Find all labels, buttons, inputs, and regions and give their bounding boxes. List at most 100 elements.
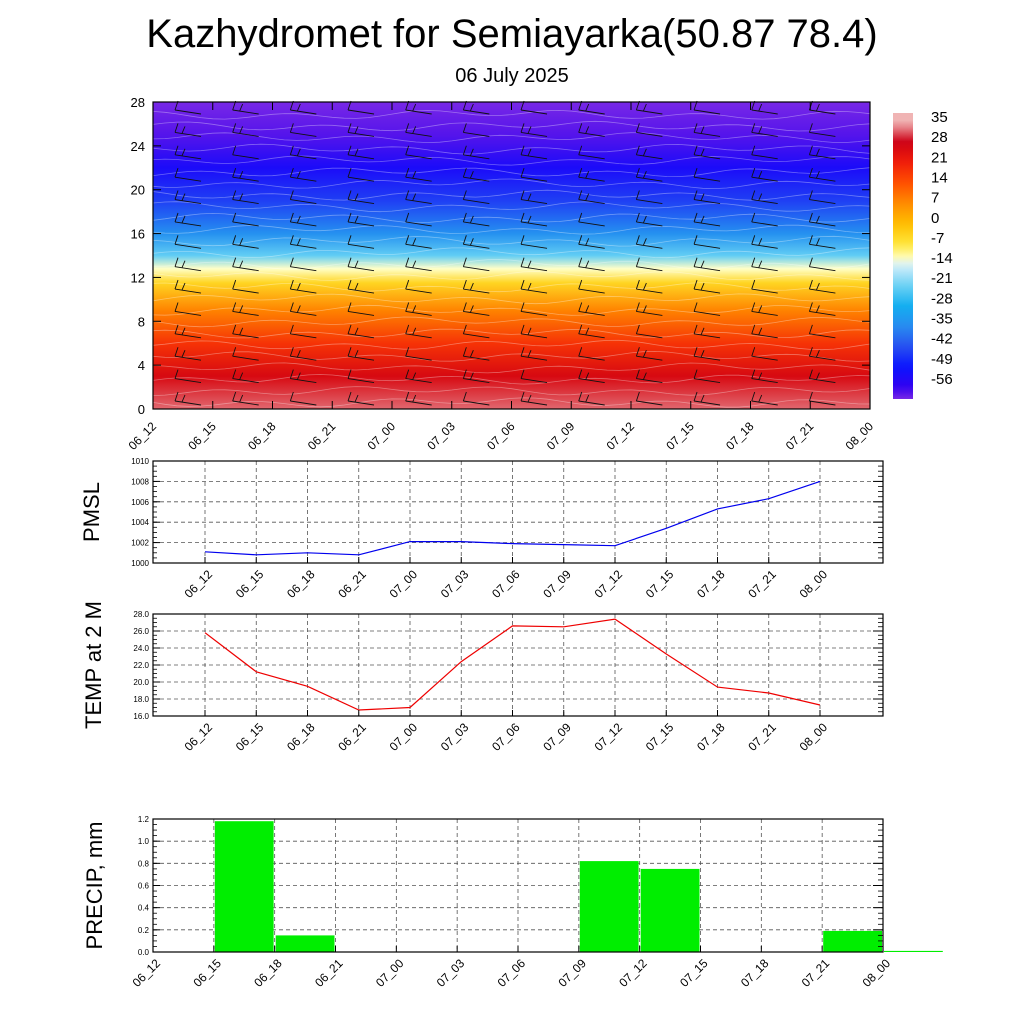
grid [153, 613, 883, 717]
wind-barb [405, 324, 432, 339]
wind-barb [289, 190, 317, 204]
wind-barb [578, 212, 605, 227]
wind-barb [693, 369, 721, 384]
contour-line [152, 259, 871, 270]
wind-barb [232, 302, 259, 316]
wind-barb [693, 302, 721, 316]
wind-barb [693, 257, 721, 272]
contour-line [152, 189, 871, 201]
series-line [204, 618, 821, 711]
wind-barb [347, 369, 375, 384]
contour-line [152, 304, 871, 316]
wind-barb [347, 302, 375, 316]
wind-barb [347, 212, 375, 227]
y-tick-label: 28.0 [133, 610, 149, 619]
y-tick-label: 20.0 [133, 678, 149, 687]
x-tick-label: 06_12 [130, 956, 164, 990]
x-tick-label: 07_12 [616, 956, 650, 990]
wind-barb [462, 190, 490, 204]
wind-barb [635, 302, 663, 316]
y-tick-label: 0.6 [138, 882, 150, 891]
x-tick-label: 07_03 [438, 720, 472, 754]
y-tick-label: 26.0 [133, 627, 149, 636]
y-tick-label: 1000 [131, 559, 149, 568]
y-tick-label: 28 [131, 95, 145, 110]
wind-barb [289, 369, 317, 384]
wind-barb [693, 190, 721, 204]
x-tick-label: 06_18 [284, 567, 318, 601]
wind-barb [405, 190, 432, 204]
cross-section-y-axis: 0 4 8 12 16 20 24 28 [131, 95, 870, 417]
wind-barb [347, 391, 375, 406]
wind-barb [520, 190, 548, 204]
wind-barb [635, 123, 663, 137]
wind-barb [520, 369, 548, 384]
precip-bar [275, 935, 335, 952]
wind-barb [232, 279, 259, 294]
x-tick-label: 07_12 [604, 419, 638, 453]
wind-barb [232, 347, 259, 361]
wind-barb [174, 168, 202, 182]
precip-bar [823, 930, 882, 952]
wind-barb [808, 190, 836, 204]
wind-barb [635, 145, 663, 160]
y-tick-label: 18.0 [133, 695, 149, 704]
x-tick-label: 08_00 [860, 956, 894, 990]
x-tick-label: 07_06 [484, 419, 518, 453]
y-tick-label: 1010 [131, 457, 149, 466]
y-tick-label: 0 [138, 402, 145, 417]
wind-barb [405, 145, 432, 160]
x-tick-label: 07_09 [540, 567, 574, 601]
y-tick-label: 1004 [131, 518, 149, 527]
wind-barb [578, 279, 605, 294]
wind-barb [693, 168, 721, 182]
wind-barb [462, 347, 490, 361]
y-tick-label: 16.0 [133, 712, 149, 721]
temp-panel: 16.0 18.0 20.0 22.0 24.0 26.0 28.0 06_12 06_15 06… [81, 601, 884, 754]
x-tick-label: 07_21 [799, 956, 833, 990]
wind-barb [405, 257, 432, 272]
wind-barb [174, 347, 202, 361]
wind-barb [578, 391, 605, 406]
x-tick-label: 07_00 [387, 567, 421, 601]
wind-barb [808, 145, 836, 160]
wind-barb [232, 212, 259, 227]
wind-barb [347, 235, 375, 249]
wind-barb [693, 279, 721, 294]
wind-barb [751, 279, 778, 294]
contour-line [152, 374, 871, 385]
wind-barb [289, 212, 317, 227]
wind-barb [405, 235, 432, 249]
x-tick-label: 07_15 [643, 720, 677, 754]
wind-barb [347, 168, 375, 182]
wind-barb [751, 391, 778, 406]
wind-barb [232, 168, 259, 182]
wind-barb [289, 123, 317, 137]
precip-bar [579, 861, 639, 952]
wind-barb [347, 279, 375, 294]
wind-barb [520, 257, 548, 272]
wind-barb [635, 369, 663, 384]
wind-barb [174, 369, 202, 384]
wind-barb [174, 257, 202, 272]
wind-barb [232, 324, 259, 339]
y-tick-label: 1008 [131, 477, 149, 486]
wind-barb [808, 123, 836, 137]
wind-barb [462, 123, 490, 137]
y-axis-title: PMSL [79, 482, 104, 542]
chart-subtitle: 06 July 2025 [455, 65, 569, 87]
wind-barb [808, 279, 836, 294]
wind-barb [289, 257, 317, 272]
contour-line [152, 293, 871, 305]
wind-barb [462, 235, 490, 249]
wind-barb [751, 190, 778, 204]
wind-barb [174, 235, 202, 249]
wind-barb [808, 302, 836, 316]
wind-barb [751, 324, 778, 339]
y-tick-label: 4 [138, 358, 145, 373]
wind-barb [520, 168, 548, 182]
wind-barb [462, 168, 490, 182]
wind-barb [578, 369, 605, 384]
